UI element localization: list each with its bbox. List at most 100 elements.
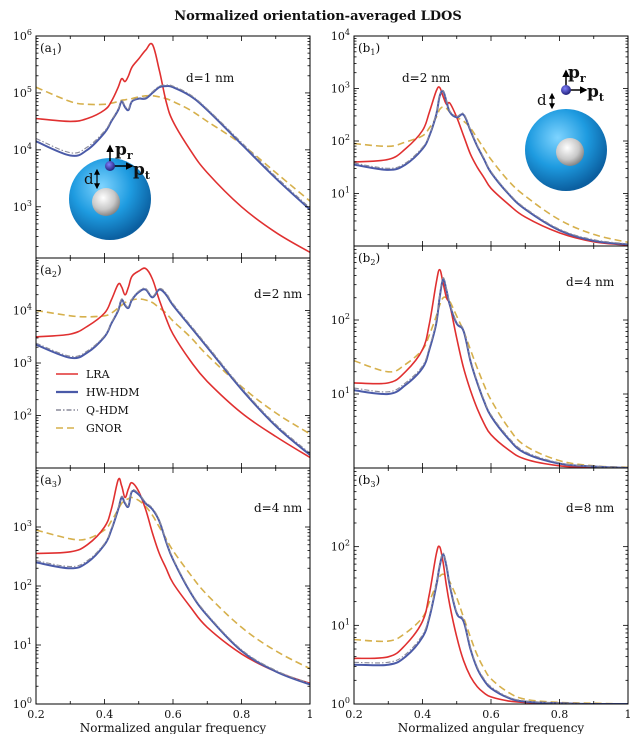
y-tick-label: 101 (13, 637, 32, 652)
y-tick-label: 104 (331, 28, 350, 43)
label-pt: pt (587, 82, 605, 104)
series-line-lra (36, 477, 310, 685)
distance-annotation: d=1 nm (186, 71, 235, 85)
panel-label: (a3) (40, 473, 62, 489)
distance-annotation: d=4 nm (254, 501, 303, 515)
panel-label: (a2) (40, 263, 62, 279)
y-tick-label: 102 (331, 539, 350, 554)
y-tick-label: 100 (13, 696, 32, 711)
series-line-q-hdm (36, 84, 310, 209)
series-line-q-hdm (354, 552, 628, 704)
legend: LRA HW-HDM Q-HDM GNOR (56, 368, 140, 435)
x-tick-label: 0.6 (482, 708, 500, 721)
panel-b3: 100 101 102 0.2 0.4 0.6 0.8 1 Normalized angular… (331, 467, 632, 734)
series-group (354, 545, 628, 704)
x-axis-label: Normalized angular frequency (398, 721, 585, 734)
panels: 103 104 105 106 (a1) d=1 nm 101 102 103 104 (b1) d=… (13, 28, 632, 734)
label-d: d (84, 170, 94, 188)
distance-annotation: d=8 nm (566, 501, 615, 515)
y-tick-label: 102 (13, 578, 32, 593)
y-tick-label: 102 (13, 408, 32, 423)
legend-item-lra: LRA (56, 368, 111, 381)
series-line-q-hdm (36, 489, 310, 684)
series-line-gnor (354, 296, 628, 468)
series-line-gnor (36, 298, 310, 435)
x-tick-label: 0.8 (551, 708, 569, 721)
x-tick-label: 0.2 (27, 708, 45, 721)
series-group (354, 268, 628, 468)
legend-label: HW-HDM (86, 386, 140, 399)
series-group (36, 477, 310, 686)
series-group (36, 267, 310, 459)
panel-label: (b1) (358, 41, 380, 57)
series-line-q-hdm (354, 89, 628, 245)
legend-label: Q-HDM (86, 404, 129, 417)
series-line-hw-hdm (354, 89, 628, 246)
panel-label: (a1) (40, 41, 62, 57)
y-tick-label: 103 (13, 355, 32, 370)
panel-b2: 101 102 (b2) d=4 nm (331, 245, 629, 469)
x-tick-label: 0.8 (233, 708, 251, 721)
series-line-gnor (354, 573, 628, 704)
core-sphere (556, 138, 584, 166)
x-tick-label: 0.4 (414, 708, 432, 721)
figure-title: Normalized orientation-averaged LDOS (174, 9, 461, 24)
series-line-lra (36, 267, 310, 459)
label-pr: pr (115, 140, 133, 162)
series-line-hw-hdm (36, 85, 310, 211)
y-tick-label: 101 (331, 186, 350, 201)
label-pt: pt (133, 160, 151, 182)
x-tick-label: 0.2 (345, 708, 363, 721)
series-line-hw-hdm (36, 288, 310, 456)
y-tick-label: 106 (13, 28, 32, 43)
y-tick-label: 104 (13, 142, 32, 157)
y-tick-label: 102 (331, 312, 350, 327)
series-line-q-hdm (36, 287, 310, 454)
series-line-lra (354, 268, 628, 468)
legend-item-q-hdm: Q-HDM (56, 404, 129, 417)
y-tick-label: 100 (331, 696, 350, 711)
panel-a3: 100 101 102 103 0.2 0.4 0.6 0.8 1 Normalized angu… (13, 467, 314, 734)
y-tick-label: 103 (13, 199, 32, 214)
legend-item-hw-hdm: HW-HDM (56, 386, 140, 399)
series-group (36, 42, 310, 253)
inset-b1: pr pt d (525, 63, 607, 191)
core-sphere (92, 188, 120, 216)
y-tick-label: 102 (331, 133, 350, 148)
dipole-dot (105, 161, 115, 171)
distance-annotation: d=2 nm (254, 287, 303, 301)
series-line-gnor (36, 496, 310, 670)
x-axis-label: Normalized angular frequency (80, 721, 267, 734)
label-d: d (537, 91, 547, 109)
series-line-lra (354, 545, 628, 704)
y-tick-label: 103 (13, 519, 32, 534)
x-tick-label: 1 (307, 708, 314, 721)
x-tick-label: 0.4 (96, 708, 114, 721)
label-pr: pr (568, 63, 586, 85)
series-line-hw-hdm (354, 553, 628, 704)
legend-item-gnor: GNOR (56, 422, 122, 435)
y-tick-label: 104 (13, 303, 32, 318)
distance-annotation: d=2 nm (402, 71, 451, 85)
series-line-lra (36, 42, 310, 253)
x-tick-label: 0.6 (164, 708, 182, 721)
distance-annotation: d=4 nm (566, 275, 615, 289)
panel-label: (b3) (358, 473, 380, 489)
y-tick-label: 101 (331, 386, 350, 401)
series-line-hw-hdm (36, 489, 310, 686)
series-line-hw-hdm (354, 278, 628, 468)
inset-a1: pr pt d (69, 140, 151, 240)
panel-label: (b2) (358, 251, 380, 267)
legend-label: GNOR (86, 422, 122, 435)
y-tick-label: 103 (331, 81, 350, 96)
series-line-q-hdm (354, 277, 628, 468)
legend-label: LRA (86, 368, 111, 381)
series-group (354, 86, 628, 246)
plot-frame (35, 35, 311, 259)
panel-a1: 103 104 105 106 (a1) d=1 nm (13, 28, 311, 259)
panel-a2: 102 103 104 (a2) d=2 nm (13, 257, 311, 469)
y-tick-label: 101 (331, 617, 350, 632)
y-tick-label: 105 (13, 85, 32, 100)
dipole-dot (561, 85, 571, 95)
